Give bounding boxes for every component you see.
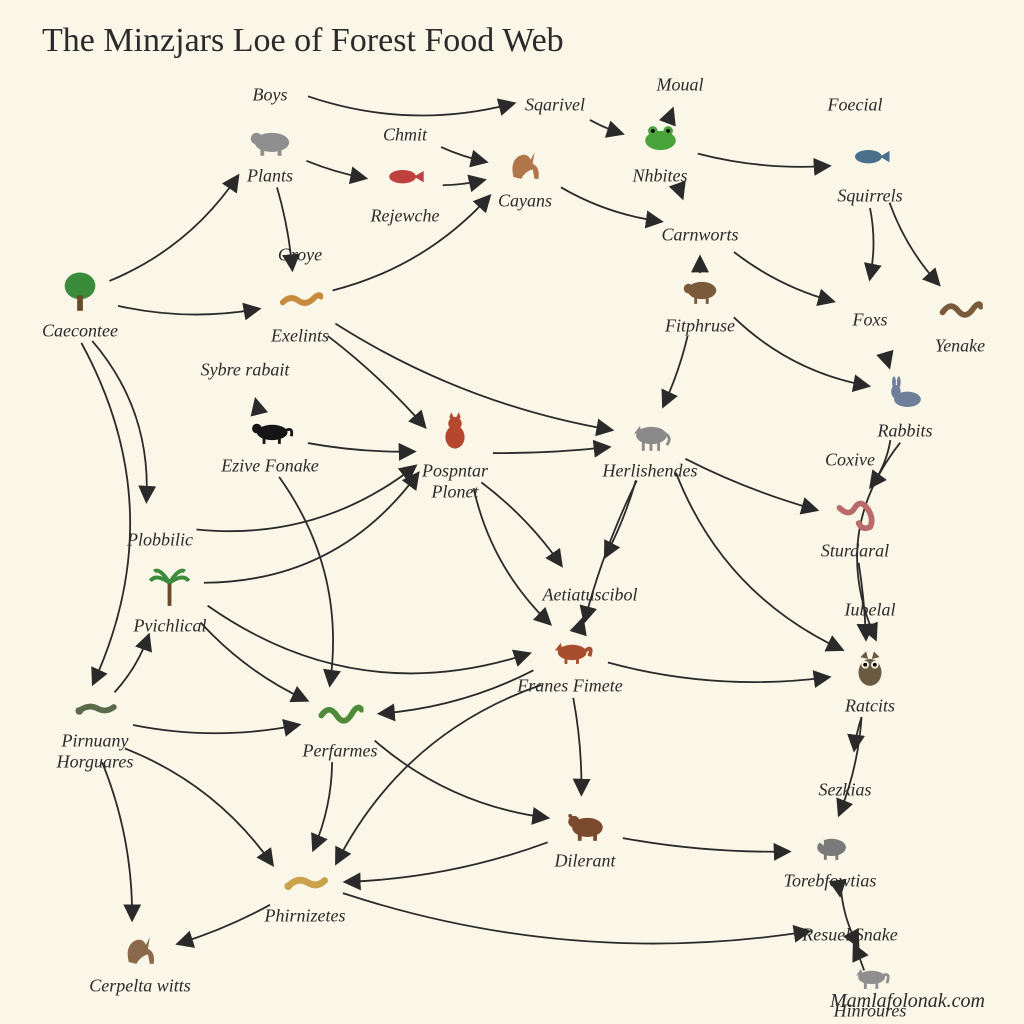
edge-rejewche-cayans bbox=[443, 180, 484, 185]
edge-torebfow-resuel bbox=[839, 892, 840, 894]
edge-pirnuany-perfarmes bbox=[133, 725, 298, 733]
edge-perfarmes-dilerant bbox=[375, 741, 547, 818]
edge-resuel-hinroures bbox=[854, 946, 864, 970]
edge-chmit-cayans bbox=[441, 147, 485, 162]
edge-dilerant-phirnizet bbox=[346, 842, 548, 882]
edge-caeconte-plobbilic bbox=[92, 341, 147, 500]
edge-plants-exelints bbox=[277, 187, 292, 268]
edge-pirnuany-pvichlical bbox=[115, 636, 149, 692]
edge-torebfow-hinroures bbox=[841, 891, 857, 945]
edge-squirrels-yenake bbox=[890, 203, 939, 284]
edge-pirnuany-cerpelta bbox=[102, 762, 132, 918]
edge-aetiatus-franes bbox=[579, 620, 583, 631]
edge-rabbits-sturdural bbox=[871, 440, 890, 486]
edge-phirnizet-cerpelta bbox=[179, 905, 270, 944]
edge-foxs-rabbits bbox=[884, 355, 889, 366]
edge-carnworts-foxs bbox=[734, 252, 832, 301]
edge-moual-nhbites bbox=[669, 110, 673, 121]
edge-cayans-carnworts bbox=[561, 187, 660, 221]
edge-franes-dilerant bbox=[573, 698, 581, 793]
edge-squarivel-nhbites bbox=[590, 120, 621, 133]
edge-perfarmes-phirnizet bbox=[314, 762, 332, 849]
edge-caeconte-exelints bbox=[118, 306, 258, 315]
edge-franes-perfarmes bbox=[380, 670, 533, 713]
edge-boys-squarivel bbox=[308, 96, 513, 115]
edge-phirnizet-resuel bbox=[343, 893, 808, 943]
edge-exelints-pospntar bbox=[328, 336, 425, 426]
edge-exelints-cayans bbox=[333, 197, 489, 291]
edge-fitphruse-herlish bbox=[664, 336, 688, 405]
edge-herlish-ratcits bbox=[676, 473, 841, 650]
edge-nhbites-squirrels bbox=[698, 154, 828, 167]
edge-franes-ratcits bbox=[608, 663, 828, 683]
edge-franes-phirnizet bbox=[337, 685, 542, 863]
edge-pvichlical-franes bbox=[208, 606, 529, 674]
edge-dilerant-torebfow bbox=[623, 838, 788, 852]
edge-squirrels-foxs bbox=[870, 208, 874, 278]
edge-ezive-perfarmes bbox=[279, 477, 333, 684]
edge-plants-rejewche bbox=[306, 161, 364, 178]
edge-pirnuany-phirnizet bbox=[125, 748, 272, 864]
edge-caeconte-pirnuany bbox=[81, 343, 130, 683]
edge-pospntar-aetiatus bbox=[481, 482, 560, 564]
edge-herlish-sturdural bbox=[685, 459, 815, 510]
edge-fitphruse-rabbits bbox=[734, 317, 868, 386]
footer-credit: Mamlafolonak.com bbox=[830, 990, 985, 1013]
edge-ezive-pospntar bbox=[308, 443, 413, 452]
edge-nhbites-carnworts bbox=[676, 184, 682, 197]
food-web-diagram: The Minzjars Loe of Forest Food Web Caec… bbox=[0, 0, 1024, 1024]
edge-caeconte-plants bbox=[109, 177, 237, 281]
edge-pospntar-herlish bbox=[493, 447, 608, 453]
edge-pvichlical-pospntar bbox=[204, 474, 418, 583]
edge-layer bbox=[0, 0, 1024, 1024]
edge-sybre-ezive bbox=[256, 400, 258, 405]
